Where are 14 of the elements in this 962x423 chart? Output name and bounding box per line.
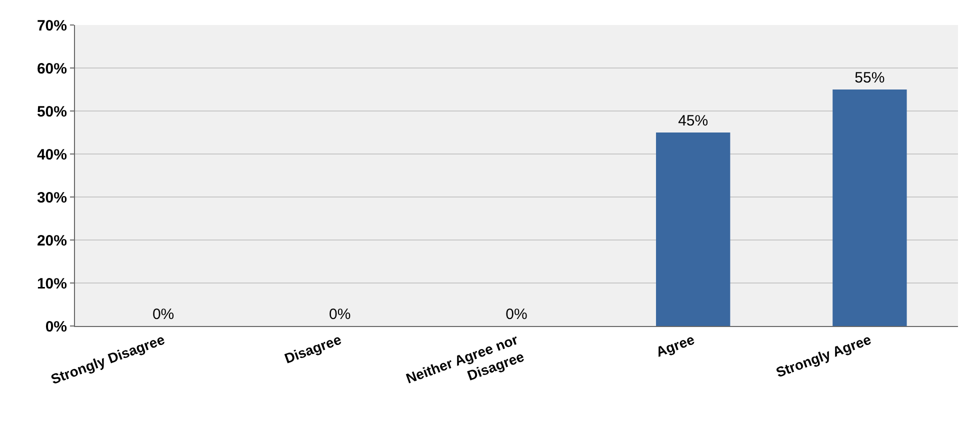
y-tick-label: 20% xyxy=(36,232,67,250)
data-label: 55% xyxy=(854,70,885,86)
data-label: 0% xyxy=(506,306,528,323)
x-tick-label: Agree xyxy=(654,331,697,360)
y-tick-label: 0% xyxy=(45,318,67,336)
y-tick-label: 10% xyxy=(36,275,67,292)
y-tick-label: 60% xyxy=(36,60,67,78)
y-tick-label: 50% xyxy=(36,103,67,120)
data-label: 0% xyxy=(152,306,174,323)
y-tick-label: 40% xyxy=(36,146,67,164)
data-label: 0% xyxy=(329,306,351,323)
y-tick-label: 30% xyxy=(36,189,67,206)
data-label: 45% xyxy=(678,112,708,130)
y-tick-label: 70% xyxy=(36,17,67,34)
